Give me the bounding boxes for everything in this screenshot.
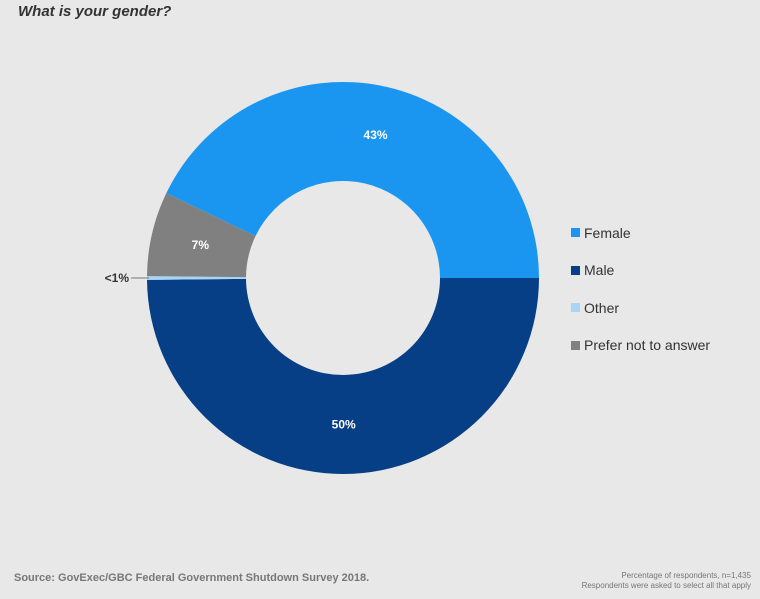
legend: Female Male Other Prefer not to answer [571, 214, 710, 364]
legend-swatch [571, 303, 580, 313]
legend-label: Male [584, 262, 615, 279]
legend-item-prefer-not: Prefer not to answer [571, 327, 710, 365]
slice-female [166, 81, 540, 279]
data-label: 7% [192, 238, 210, 252]
chart-title: What is your gender? [18, 3, 172, 20]
slice-male [147, 278, 539, 475]
data-label: <1% [105, 271, 130, 285]
legend-label: Prefer not to answer [584, 337, 711, 354]
data-label: 43% [364, 128, 388, 142]
legend-swatch [571, 340, 580, 350]
footnote-n: Percentage of respondents, n=1,435 [621, 571, 751, 580]
footnote-select: Respondents were asked to select all tha… [581, 581, 751, 590]
legend-label: Female [584, 224, 631, 241]
legend-item-male: Male [571, 252, 710, 290]
data-label: 50% [332, 417, 356, 431]
legend-swatch [571, 228, 580, 238]
legend-swatch [571, 265, 580, 275]
slice-other [147, 276, 247, 280]
legend-item-other: Other [571, 289, 710, 327]
source-note: Source: GovExec/GBC Federal Government S… [14, 572, 370, 584]
slice-prefer-not-to-answer [147, 193, 256, 278]
legend-item-female: Female [571, 214, 710, 252]
footnotes: Percentage of respondents, n=1,435 Respon… [582, 571, 751, 591]
legend-label: Other [584, 299, 620, 316]
